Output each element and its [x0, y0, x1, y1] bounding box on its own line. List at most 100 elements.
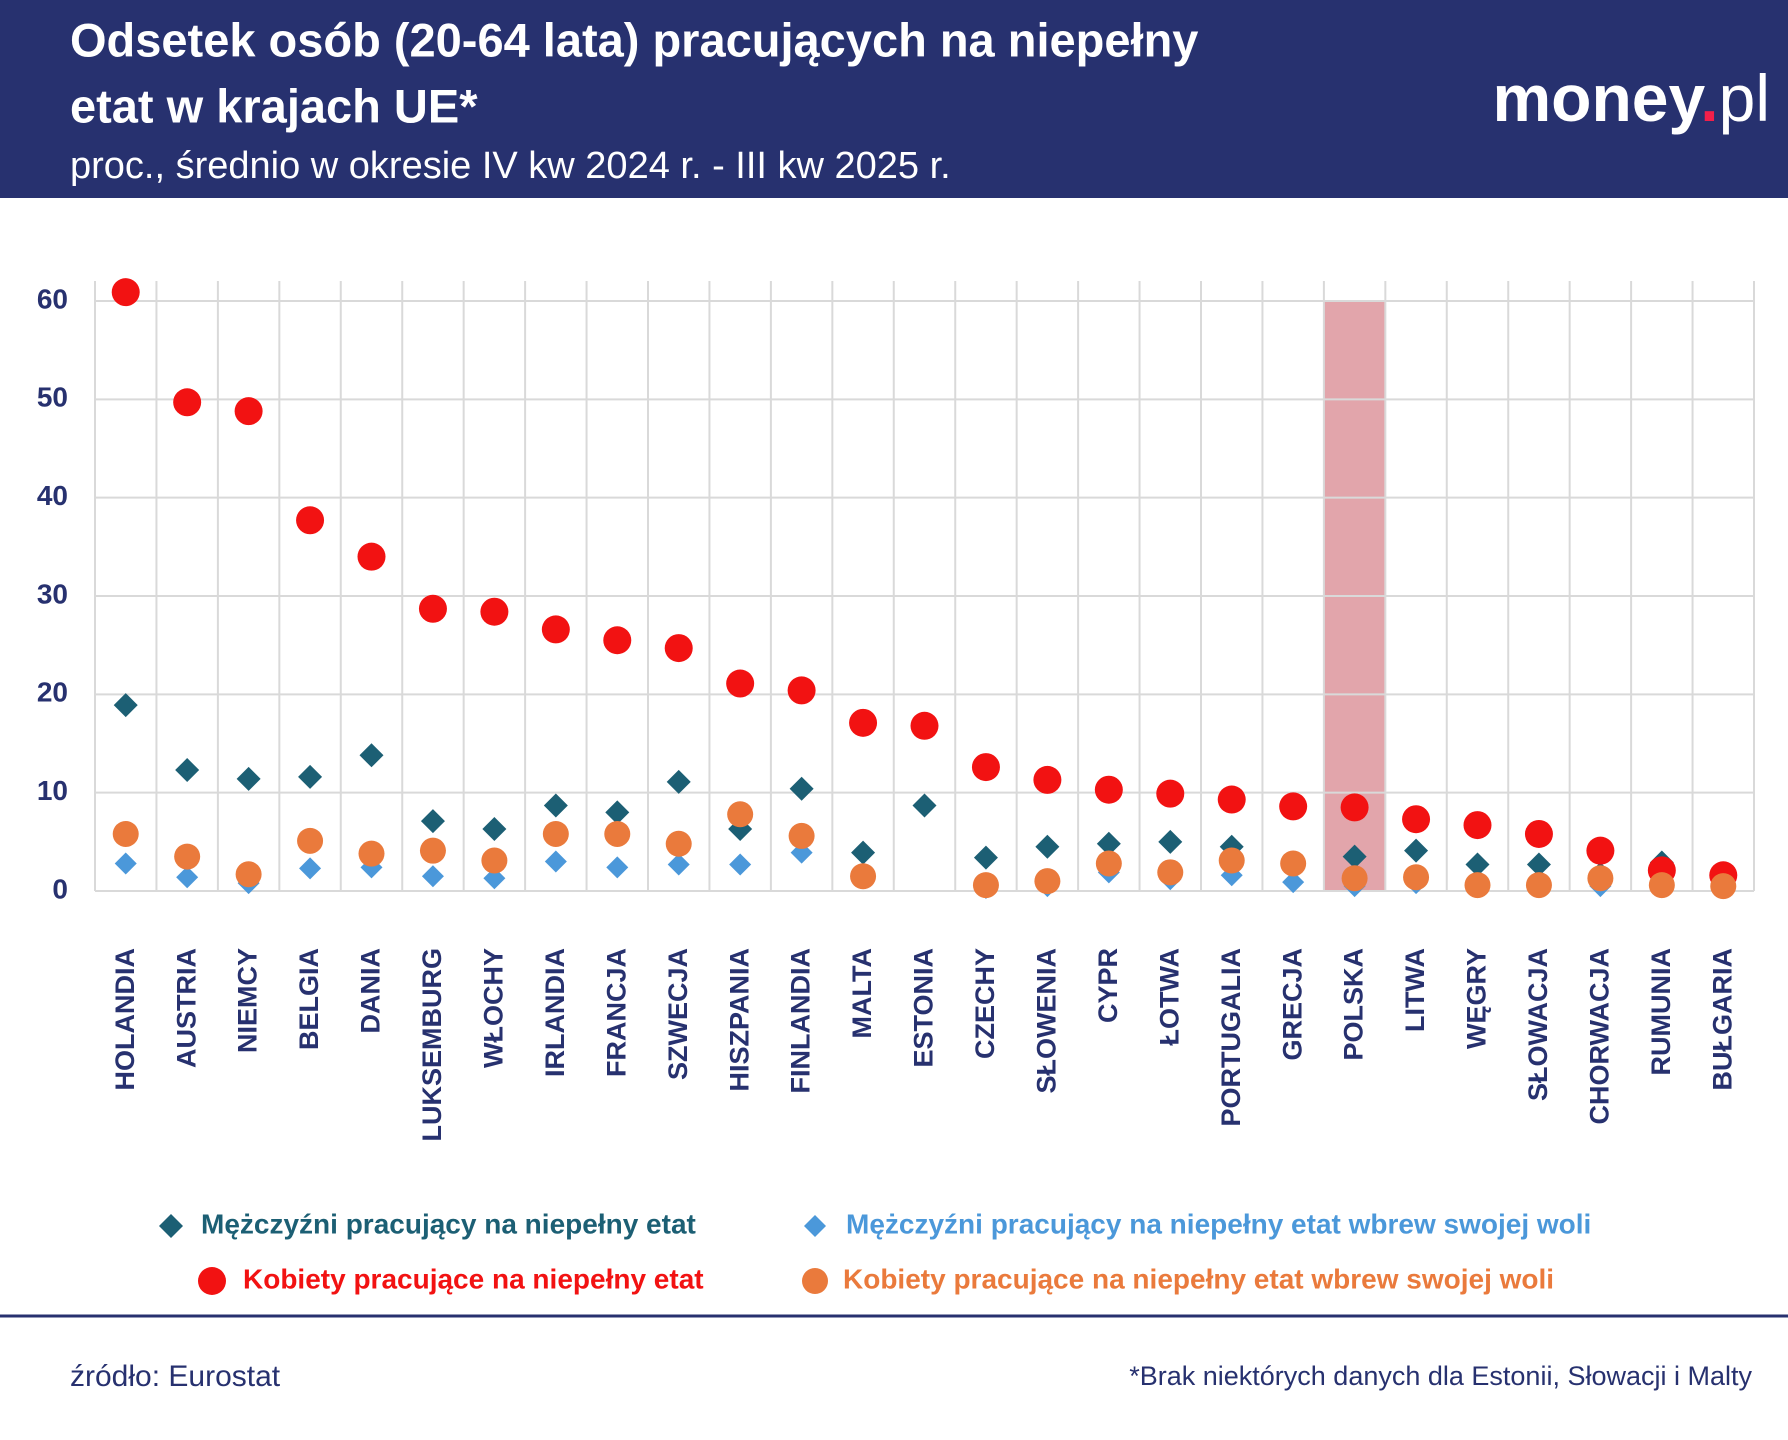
circle-marker	[1525, 872, 1552, 899]
circle-marker	[664, 634, 693, 663]
circle-marker	[1587, 865, 1614, 892]
diamond-marker	[667, 853, 690, 876]
circle-marker	[665, 830, 692, 857]
legend-marker	[159, 1214, 183, 1238]
x-tick-label: ESTONIA	[909, 948, 939, 1068]
x-tick-label: HOLANDIA	[110, 948, 140, 1091]
diamond-marker	[175, 758, 200, 783]
chart-title: etat w krajach UE*	[70, 79, 478, 132]
circle-marker	[235, 861, 262, 888]
circle-marker	[849, 708, 878, 737]
circle-marker	[1156, 779, 1185, 808]
circle-marker	[1341, 865, 1368, 892]
circle-marker	[910, 711, 939, 740]
diamond-marker	[1465, 852, 1490, 877]
x-tick-label: WŁOCHY	[479, 948, 509, 1068]
circle-marker	[727, 801, 754, 828]
circle-marker	[1157, 859, 1184, 886]
circle-marker	[1279, 792, 1308, 821]
circle-marker	[1710, 873, 1737, 900]
legend-label: Mężczyźni pracujący na niepełny etat	[201, 1208, 696, 1239]
circle-marker	[1648, 872, 1675, 899]
circle-marker	[1217, 785, 1246, 814]
x-tick-label: FRANCJA	[601, 948, 631, 1077]
y-tick-label: 0	[52, 873, 68, 904]
x-tick-label: CYPR	[1093, 948, 1123, 1023]
circle-marker	[971, 753, 1000, 782]
y-tick-label: 60	[37, 283, 68, 314]
diamond-marker	[113, 693, 138, 718]
x-tick-label: FINLANDIA	[786, 948, 816, 1093]
legend-marker	[198, 1267, 226, 1295]
y-tick-label: 30	[37, 578, 68, 609]
legend-label: Mężczyźni pracujący na niepełny etat wbr…	[846, 1208, 1591, 1239]
circle-marker	[112, 820, 139, 847]
circle-marker	[174, 843, 201, 870]
y-tick-label: 50	[37, 382, 68, 413]
x-tick-label: WĘGRY	[1462, 948, 1492, 1049]
x-tick-label: LUKSEMBURG	[417, 948, 447, 1142]
legend-marker	[804, 1215, 826, 1237]
x-tick-label: SZWECJA	[663, 948, 693, 1080]
diamond-marker	[1035, 834, 1060, 859]
x-tick-label: ŁOTWA	[1154, 948, 1184, 1045]
circle-marker	[481, 847, 508, 874]
x-tick-label: BUŁGARIA	[1707, 948, 1737, 1091]
x-tick-label: SŁOWENIA	[1032, 948, 1062, 1094]
chart-subtitle: proc., średnio w okresie IV kw 2024 r. -…	[70, 145, 951, 187]
circle-marker	[1463, 811, 1492, 840]
x-tick-label: CHORWACJA	[1585, 948, 1615, 1125]
header-band	[0, 0, 1788, 198]
circle-marker	[1218, 847, 1245, 874]
circle-marker	[296, 506, 325, 535]
diamond-marker	[544, 850, 567, 873]
x-tick-label: HISZPANIA	[724, 948, 754, 1092]
diamond-marker	[421, 865, 444, 888]
chart-title: Odsetek osób (20-64 lata) pracujących na…	[70, 13, 1198, 66]
x-tick-label: NIEMCY	[233, 948, 263, 1053]
logo-part: money	[1492, 61, 1705, 135]
legend-marker	[802, 1268, 828, 1294]
diamond-marker	[482, 817, 507, 842]
legend-label: Kobiety pracujące na niepełny etat	[243, 1263, 704, 1294]
footnote: *Brak niektórych danych dla Estonii, Sło…	[1129, 1361, 1752, 1391]
y-tick-label: 20	[37, 677, 68, 708]
diamond-marker	[1096, 831, 1121, 856]
circle-marker	[1034, 868, 1061, 895]
circle-marker	[603, 626, 632, 655]
circle-marker	[788, 822, 815, 849]
circle-marker	[1403, 864, 1430, 891]
circle-marker	[1464, 872, 1491, 899]
diamond-marker	[789, 776, 814, 801]
circle-marker	[1033, 765, 1062, 794]
diamond-marker	[1342, 844, 1367, 869]
x-tick-label: AUSTRIA	[171, 948, 201, 1068]
logo: money.pl	[1492, 61, 1770, 135]
circle-marker	[972, 872, 999, 899]
x-tick-label: LITWA	[1400, 948, 1430, 1032]
circle-marker	[541, 615, 570, 644]
diamond-marker	[114, 852, 137, 875]
logo-part: pl	[1719, 61, 1770, 135]
x-tick-label: CZECHY	[970, 948, 1000, 1059]
x-tick-label: RUMUNIA	[1646, 948, 1676, 1076]
diamond-marker	[1526, 852, 1551, 877]
diamond-marker	[236, 766, 261, 791]
logo-part: .	[1700, 61, 1718, 135]
diamond-marker	[1282, 871, 1305, 894]
x-tick-label: BELGIA	[294, 948, 324, 1050]
diamond-marker	[420, 809, 445, 834]
diamond-marker	[973, 845, 998, 870]
diamond-marker	[299, 857, 322, 880]
diamond-marker	[666, 769, 691, 794]
diamond-marker	[483, 867, 506, 890]
y-tick-label: 10	[37, 775, 68, 806]
circle-marker	[1280, 850, 1307, 877]
x-tick-label: GRECJA	[1277, 948, 1307, 1061]
x-tick-label: POLSKA	[1339, 948, 1369, 1061]
x-tick-label: SŁOWACJA	[1523, 948, 1553, 1101]
circle-marker	[1586, 836, 1615, 865]
diamond-marker	[912, 793, 937, 818]
diamond-marker	[606, 856, 629, 879]
